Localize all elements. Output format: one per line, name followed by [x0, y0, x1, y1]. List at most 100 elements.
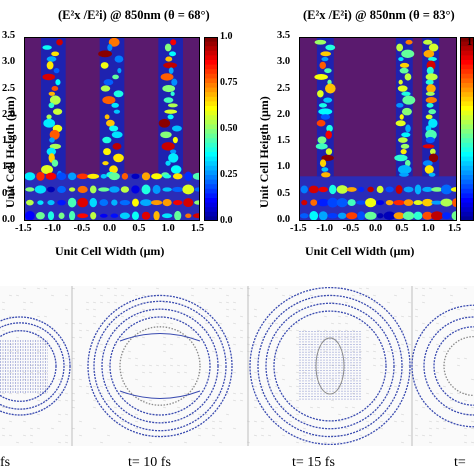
field-spot: [47, 200, 55, 206]
field-spot: [397, 164, 412, 174]
field-spot: [413, 200, 423, 206]
vector-arrow: [15, 350, 20, 353]
field-spot: [112, 74, 119, 80]
vector-arrow: [281, 357, 286, 360]
vector-arrow: [211, 427, 216, 430]
field-ring: [257, 294, 403, 438]
vector-arrow: [162, 301, 167, 304]
colorbar-step: [204, 69, 218, 75]
vector-arrow: [43, 343, 48, 346]
vector-arrow: [36, 399, 41, 402]
y-tick-label: 0.0: [2, 214, 16, 225]
vector-arrow: [288, 413, 293, 416]
field-spot: [109, 125, 119, 132]
field-spot: [404, 159, 411, 167]
vector-arrow: [288, 294, 293, 297]
vector-arrow: [218, 371, 223, 374]
vector-arrow: [50, 427, 55, 430]
field-spot: [150, 200, 163, 206]
field-spot: [430, 211, 443, 221]
field-spot: [182, 184, 195, 195]
vector-arrow: [183, 371, 188, 374]
field-spot: [429, 148, 436, 155]
field-spot: [426, 66, 434, 75]
field-spot: [394, 154, 408, 162]
vector-arrow: [337, 364, 342, 367]
vector-arrow: [295, 364, 300, 367]
field-spot: [163, 97, 174, 103]
x-tick-label: -0.5: [73, 223, 91, 234]
vector-arrow: [78, 420, 83, 423]
field-spot: [451, 211, 457, 221]
field-spot: [49, 143, 62, 149]
field-spot: [317, 136, 327, 144]
vector-arrow: [421, 322, 426, 325]
vector-arrow: [358, 315, 363, 318]
vector-arrow: [351, 329, 356, 332]
field-spot: [113, 109, 121, 114]
vector-arrow: [204, 308, 209, 311]
vector-arrow: [43, 357, 48, 360]
vector-arrow: [169, 385, 174, 388]
vector-arrow: [330, 434, 335, 437]
vector-arrow: [22, 420, 27, 423]
field-spot: [119, 212, 130, 219]
vector-arrow: [29, 441, 34, 444]
vector-arrow: [225, 336, 230, 339]
x-tick-label: -1.5: [15, 223, 32, 234]
field-ring: [411, 304, 474, 428]
vector-arrow: [99, 441, 104, 444]
field-spot: [320, 114, 331, 120]
field-spot: [106, 119, 115, 127]
vector-arrow: [211, 420, 216, 423]
vector-arrow: [99, 385, 104, 388]
vector-arrow: [22, 371, 27, 374]
vector-arrow: [36, 329, 41, 332]
vector-arrow: [428, 336, 433, 339]
field-spot: [109, 186, 120, 193]
vector-arrow: [309, 301, 314, 304]
field-spot: [385, 199, 394, 206]
field-ring: [0, 316, 71, 416]
vector-arrow: [379, 371, 384, 374]
vector-arrow: [141, 315, 146, 318]
field-spot: [140, 199, 152, 206]
field-spot: [67, 197, 77, 208]
vector-arrow: [274, 322, 279, 325]
vector-arrow: [36, 350, 41, 353]
vector-arrow: [155, 322, 160, 325]
colorbar-step: [460, 161, 474, 167]
vector-arrow: [330, 378, 335, 381]
vector-arrow: [113, 287, 118, 290]
vector-arrow: [78, 378, 83, 381]
field-spot: [49, 137, 55, 143]
field-spot: [170, 149, 177, 154]
field-spot: [56, 172, 67, 181]
field-spot: [36, 171, 45, 181]
vector-arrow: [36, 287, 41, 290]
field-spot: [171, 125, 182, 132]
colorbar-tick-label: 1.0: [220, 31, 233, 42]
field-spot: [162, 84, 176, 93]
field-spot: [336, 185, 348, 194]
vector-arrow: [260, 287, 265, 290]
vector-arrow: [428, 420, 433, 423]
vector-arrow: [57, 399, 62, 402]
vector-arrow: [372, 413, 377, 416]
vector-arrow: [400, 441, 405, 444]
vector-arrow: [260, 420, 265, 423]
field-spot: [356, 200, 366, 205]
field-spot: [397, 85, 408, 92]
vector-arrow: [274, 392, 279, 395]
vector-arrow: [1, 357, 6, 360]
vector-arrow: [1, 378, 6, 381]
colorbar-step: [460, 156, 474, 162]
field-spot: [77, 197, 89, 208]
x-tick-label: 0.0: [369, 223, 383, 234]
field-spot: [431, 187, 443, 192]
field-spot: [35, 212, 45, 220]
vector-arrow: [288, 420, 293, 423]
vector-arrow: [22, 301, 27, 304]
vector-arrow: [330, 399, 335, 402]
vector-arrow: [302, 441, 307, 444]
